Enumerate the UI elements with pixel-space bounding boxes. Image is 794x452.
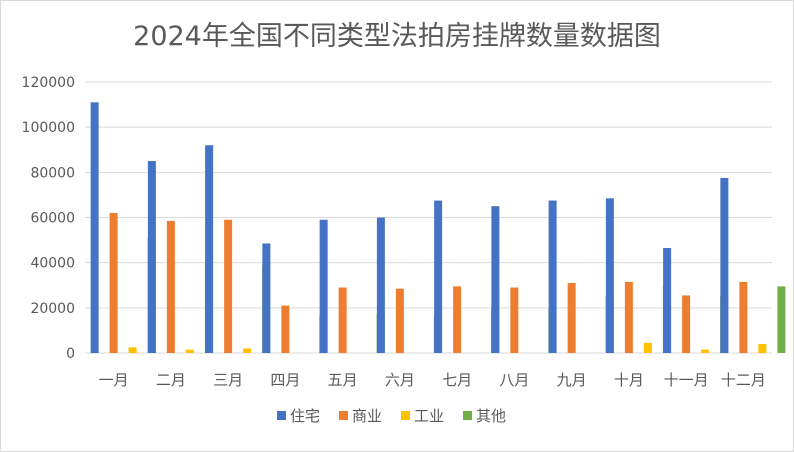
x-category-label: 八月 xyxy=(499,371,529,389)
bar-工业-十一月 xyxy=(701,349,710,353)
chart-title: 2024年全国不同类型法拍房挂牌数量数据图 xyxy=(133,21,661,52)
bar-住宅-一月 xyxy=(90,102,99,353)
x-category-label: 九月 xyxy=(557,371,587,389)
y-tick-label: 100000 xyxy=(22,120,75,136)
bar-商业-九月 xyxy=(567,282,576,353)
legend-label-商业: 商业 xyxy=(352,407,382,425)
bar-商业-七月 xyxy=(453,286,462,353)
bar-工业-十二月 xyxy=(758,343,767,353)
bar-商业-十一月 xyxy=(682,295,691,353)
x-category-label: 十二月 xyxy=(721,371,766,389)
legend-swatch-商业 xyxy=(339,411,348,420)
bar-住宅-三月 xyxy=(205,145,214,353)
bar-商业-八月 xyxy=(510,287,519,353)
bar-商业-十二月 xyxy=(739,281,748,353)
y-tick-label: 120000 xyxy=(22,75,75,91)
bar-商业-五月 xyxy=(338,287,347,353)
bar-商业-六月 xyxy=(395,288,404,353)
bar-工业-二月 xyxy=(185,349,194,353)
bar-住宅-六月 xyxy=(376,217,385,353)
bar-住宅-十二月 xyxy=(720,177,729,353)
x-category-label: 七月 xyxy=(442,371,472,389)
legend-label-工业: 工业 xyxy=(414,407,444,425)
bar-商业-十月 xyxy=(624,281,633,353)
bar-住宅-五月 xyxy=(319,219,328,353)
bar-住宅-二月 xyxy=(147,161,156,353)
bar-住宅-四月 xyxy=(262,243,271,353)
bar-商业-三月 xyxy=(224,219,233,353)
bar-商业-一月 xyxy=(109,212,118,353)
legend: 住宅 商业 工业 其他 xyxy=(277,407,506,425)
legend-label-其他: 其他 xyxy=(476,407,506,425)
x-category-label: 十月 xyxy=(614,371,644,389)
bar-住宅-十月 xyxy=(605,198,614,353)
legend-swatch-住宅 xyxy=(277,411,286,420)
bar-工业-十月 xyxy=(643,342,652,353)
y-tick-label: 60000 xyxy=(30,211,75,227)
bar-工业-一月 xyxy=(128,347,137,353)
bar-住宅-八月 xyxy=(491,206,500,353)
bar-工业-三月 xyxy=(243,348,252,353)
bar-住宅-九月 xyxy=(548,200,557,353)
x-category-label: 五月 xyxy=(328,371,358,389)
bar-住宅-十一月 xyxy=(663,247,672,353)
x-category-label: 三月 xyxy=(213,371,243,389)
legend-label-住宅: 住宅 xyxy=(290,407,320,425)
legend-swatch-其他 xyxy=(463,411,472,420)
x-category-label: 六月 xyxy=(385,371,415,389)
y-tick-label: 80000 xyxy=(30,165,75,181)
y-tick-label: 20000 xyxy=(30,301,75,317)
bar-商业-二月 xyxy=(166,220,175,353)
x-category-label: 四月 xyxy=(270,371,300,389)
gridlines xyxy=(85,81,772,354)
bar-商业-四月 xyxy=(281,305,290,353)
y-axis-tick-labels: 0 20000 40000 60000 80000 100000 120000 xyxy=(22,75,75,362)
legend-swatch-工业 xyxy=(401,411,410,420)
x-category-label: 十一月 xyxy=(664,371,709,389)
x-axis-category-labels: 一月 二月 三月 四月 五月 六月 七月 八月 九月 十月 十一月 十二月 xyxy=(99,371,766,389)
x-category-label: 二月 xyxy=(156,371,186,389)
y-tick-label: 40000 xyxy=(30,256,75,272)
bar-住宅-七月 xyxy=(434,200,443,353)
bars xyxy=(90,102,786,353)
y-tick-label: 0 xyxy=(66,346,75,362)
bar-其他-十二月 xyxy=(777,286,786,353)
x-category-label: 一月 xyxy=(99,371,129,389)
